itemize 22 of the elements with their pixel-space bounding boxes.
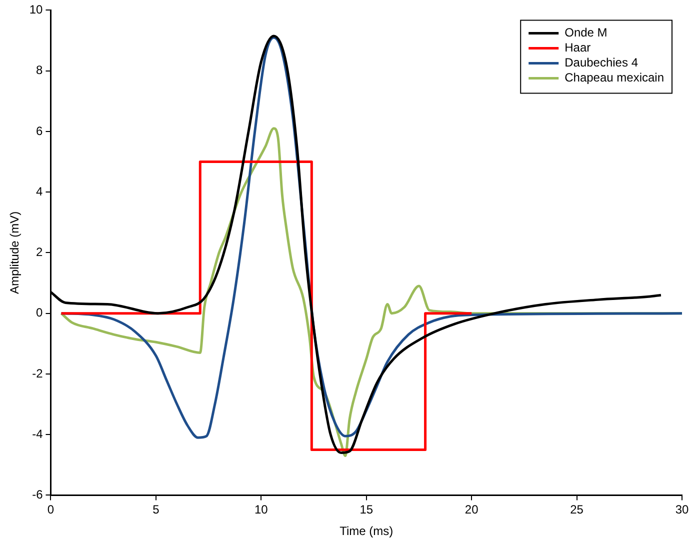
x-tick-label: 0 bbox=[47, 502, 54, 517]
y-tick-label: 8 bbox=[36, 63, 44, 78]
y-tick-label: 10 bbox=[29, 2, 44, 17]
x-tick-label: 10 bbox=[254, 502, 268, 517]
y-tick-label: -2 bbox=[32, 366, 44, 380]
x-tick-label: 20 bbox=[464, 502, 479, 517]
legend-label: Onde M bbox=[564, 26, 608, 40]
y-tick-label: 2 bbox=[36, 245, 44, 260]
y-tick-label: 0 bbox=[36, 306, 44, 320]
x-tick-label: 5 bbox=[152, 502, 160, 517]
y-tick-label: -4 bbox=[32, 426, 44, 441]
x-axis-title: Time (ms) bbox=[340, 524, 394, 538]
y-tick-label: 6 bbox=[36, 124, 44, 138]
legend-label: Daubechies 4 bbox=[564, 56, 638, 70]
y-axis-title: Amplitude (mV) bbox=[8, 211, 22, 294]
y-tick-label: 4 bbox=[36, 184, 44, 198]
x-tick-label: 15 bbox=[360, 502, 374, 517]
x-tick-label: 30 bbox=[675, 502, 689, 517]
legend-label: Chapeau mexicain bbox=[564, 70, 664, 85]
y-tick-label: -6 bbox=[32, 488, 44, 502]
legend-label: Haar bbox=[564, 40, 591, 55]
x-tick-label: 25 bbox=[570, 502, 584, 517]
